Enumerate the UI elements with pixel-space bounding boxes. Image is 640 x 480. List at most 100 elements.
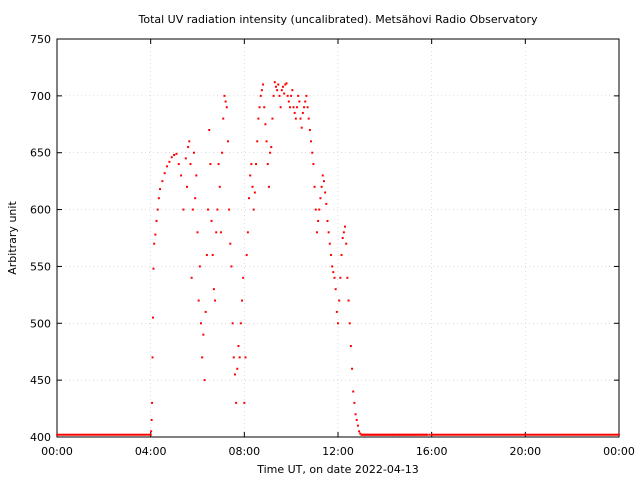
data-point <box>99 433 101 436</box>
data-point <box>614 433 617 436</box>
data-point <box>212 288 215 291</box>
data-point <box>618 433 620 436</box>
data-point <box>445 433 448 436</box>
data-point <box>374 433 377 436</box>
data-point <box>94 433 97 436</box>
data-point <box>559 433 561 436</box>
data-point <box>454 433 456 436</box>
data-point <box>61 433 64 436</box>
data-point <box>441 433 443 436</box>
data-point <box>150 430 153 433</box>
data-point <box>516 433 519 436</box>
data-point <box>314 208 317 211</box>
data-point <box>185 185 188 188</box>
data-point <box>453 433 456 436</box>
data-point <box>131 433 133 436</box>
data-point <box>581 433 584 436</box>
data-point <box>597 433 600 436</box>
data-point <box>368 433 371 436</box>
data-point <box>147 433 150 436</box>
data-point <box>514 433 516 436</box>
data-point <box>251 185 254 188</box>
data-point <box>451 433 454 436</box>
data-point <box>425 433 428 436</box>
data-point <box>101 433 103 436</box>
data-point <box>318 208 321 211</box>
data-point <box>465 433 468 436</box>
data-point <box>482 433 485 436</box>
data-point <box>245 254 248 257</box>
data-point <box>547 433 550 436</box>
data-point <box>262 83 265 86</box>
data-point <box>358 430 361 433</box>
data-point <box>396 433 399 436</box>
data-point <box>577 433 580 436</box>
data-point <box>328 242 331 245</box>
data-point <box>190 276 193 279</box>
data-point <box>446 433 449 436</box>
data-point <box>488 433 491 436</box>
data-point <box>420 433 423 436</box>
data-point <box>435 433 438 436</box>
data-point <box>237 345 240 348</box>
data-point <box>166 165 169 168</box>
data-point <box>194 197 197 200</box>
data-point <box>351 367 354 370</box>
data-point <box>263 106 266 109</box>
data-point <box>67 433 70 436</box>
data-point <box>217 163 220 166</box>
data-point <box>191 208 194 211</box>
data-point <box>189 163 192 166</box>
axis-ticks: 400 450 500 550 600 650 700 750 00:00 04:00 08:00 1… <box>30 33 635 458</box>
data-point <box>486 433 488 436</box>
data-point <box>208 128 211 131</box>
data-point <box>594 433 597 436</box>
data-point <box>402 433 405 436</box>
data-point <box>69 433 72 436</box>
data-point <box>417 433 420 436</box>
data-point <box>517 433 520 436</box>
data-point <box>225 106 228 109</box>
data-point <box>569 433 572 436</box>
data-point <box>294 117 297 120</box>
data-point <box>63 433 66 436</box>
data-point <box>151 401 154 404</box>
data-point <box>598 433 601 436</box>
data-point <box>87 433 90 436</box>
y-tick-label: 600 <box>30 204 51 217</box>
x-tick-label: 20:00 <box>509 445 541 458</box>
data-point <box>575 433 578 436</box>
data-point <box>139 433 142 436</box>
data-point <box>66 433 69 436</box>
data-point <box>329 254 332 257</box>
data-point <box>238 356 241 359</box>
data-point <box>327 231 330 234</box>
data-point <box>573 433 575 436</box>
data-point <box>195 174 198 177</box>
data-point <box>414 433 417 436</box>
data-point <box>85 433 87 436</box>
x-tick-label: 16:00 <box>416 445 448 458</box>
data-point <box>400 433 403 436</box>
data-point <box>376 433 379 436</box>
data-point <box>168 160 171 163</box>
data-point <box>570 433 573 436</box>
data-point <box>349 345 352 348</box>
data-point <box>215 231 218 234</box>
data-point <box>146 433 148 436</box>
data-point <box>180 174 183 177</box>
data-point <box>271 117 274 120</box>
data-point <box>135 433 138 436</box>
data-point <box>157 197 160 200</box>
data-point <box>321 174 324 177</box>
data-point <box>615 433 618 436</box>
data-point <box>502 433 505 436</box>
data-point <box>362 433 365 436</box>
data-point <box>226 140 229 143</box>
data-point <box>442 433 445 436</box>
data-point <box>448 433 451 436</box>
data-point <box>458 433 461 436</box>
data-point <box>74 433 77 436</box>
data-point <box>609 433 612 436</box>
data-point <box>279 106 282 109</box>
